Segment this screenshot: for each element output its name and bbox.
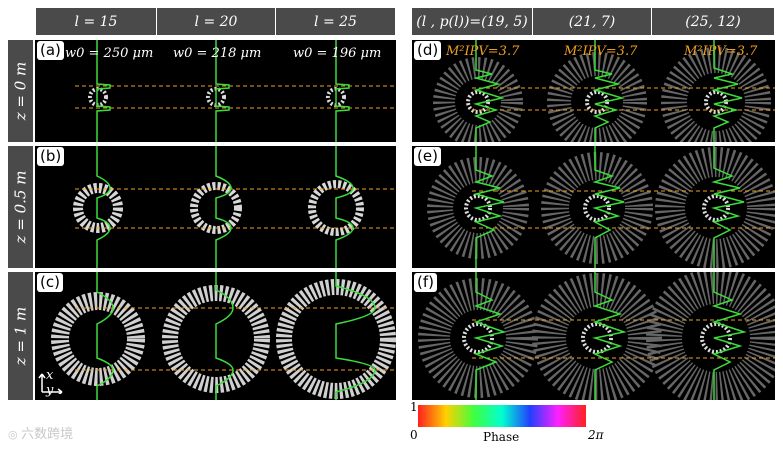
panel-tag-a: (a) <box>37 41 64 60</box>
header-l20: l = 20 <box>157 8 276 35</box>
panel-c-graphic <box>51 272 396 400</box>
m2-label-3: M²IPV=3.7 <box>684 44 758 59</box>
watermark-text: 六数跨境 <box>21 427 74 442</box>
panel-tag-c: (c) <box>37 273 63 292</box>
panel-tag-d: (d) <box>414 41 442 60</box>
header-25-12: (25, 12) <box>652 8 775 35</box>
axes-label: x y <box>46 368 54 398</box>
panel-d: (d) M²IPV=3.7 M²IPV=3.7 M²IPV=3.7 <box>412 40 775 142</box>
phase-colorbar <box>418 405 586 427</box>
header-19-5: (l , p(l))=(19, 5) <box>412 8 533 35</box>
panel-d-graphic <box>433 40 775 142</box>
panel-a: (a) w0 = 250 μm w0 = 218 μm w0 = 196 μm <box>35 40 396 142</box>
row-label-z1: z = 1 m <box>8 272 33 400</box>
header-l25: l = 25 <box>276 8 396 35</box>
row-label-z05: z = 0.5 m <box>8 146 33 268</box>
w0-label-3: w0 = 196 μm <box>293 46 382 61</box>
panel-tag-e: (e) <box>414 147 441 166</box>
header-21-7: (21, 7) <box>533 8 652 35</box>
panel-tag-f: (f) <box>414 273 437 292</box>
colorbar-max: 2π <box>588 428 604 442</box>
colorbar-min: 0 <box>410 428 418 442</box>
axes-arrows-icon <box>38 373 63 394</box>
panel-a-graphic <box>75 40 396 142</box>
m2-label-2: M²IPV=3.7 <box>564 44 638 59</box>
panel-b-graphic <box>73 146 396 268</box>
panel-c: (c) <box>35 272 396 400</box>
panel-e-graphic <box>427 146 775 268</box>
panel-tag-b: (b) <box>37 147 65 166</box>
colorbar-title: Phase <box>483 430 520 444</box>
colorbar-top: 1 <box>410 400 418 414</box>
panel-e: (e) <box>412 146 775 268</box>
panel-f-graphic <box>418 272 775 400</box>
row-label-z0: z = 0 m <box>8 40 33 142</box>
panel-b: (b) <box>35 146 396 268</box>
watermark-logo-icon: ◎ <box>8 428 22 441</box>
m2-label-1: M²IPV=3.7 <box>446 44 520 59</box>
watermark: ◎ 六数跨境 <box>8 423 73 442</box>
w0-label-2: w0 = 218 μm <box>173 46 262 61</box>
header-l15: l = 15 <box>36 8 157 35</box>
w0-label-1: w0 = 250 μm <box>65 46 154 61</box>
panel-f: (f) <box>412 272 775 400</box>
